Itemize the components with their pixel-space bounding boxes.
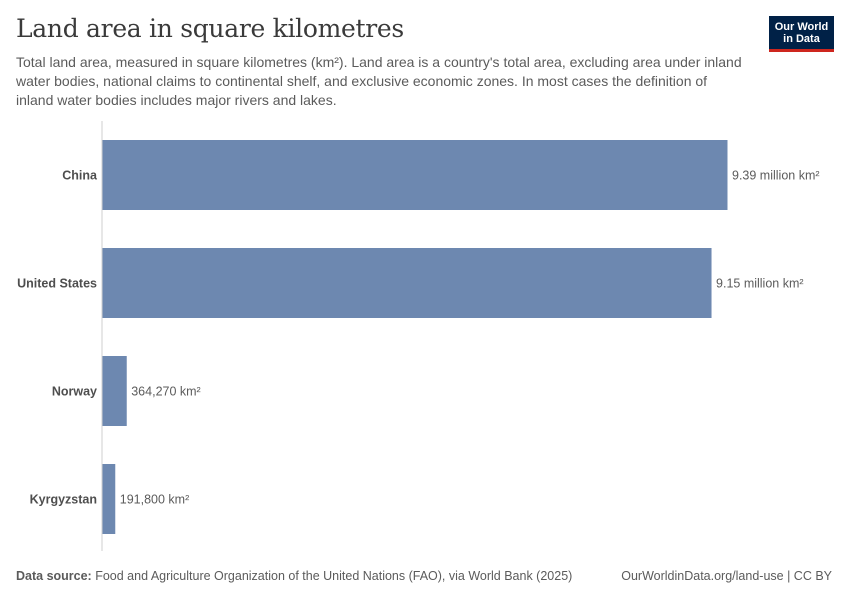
category-label: China <box>62 169 98 183</box>
value-label: 9.39 million km² <box>732 169 820 183</box>
value-label: 191,800 km² <box>120 493 189 507</box>
owid-logo[interactable]: Our World in Data <box>769 16 834 52</box>
category-label: Kyrgyzstan <box>30 493 97 507</box>
value-label: 364,270 km² <box>131 385 200 399</box>
data-source-label: Data source: <box>16 569 92 583</box>
source-url[interactable]: OurWorldinData.org/land-use | CC BY <box>621 569 832 583</box>
bar-kyrgyzstan[interactable] <box>102 464 116 534</box>
category-label: Norway <box>52 385 97 399</box>
bar-united-states[interactable] <box>102 248 712 318</box>
data-source-text[interactable]: Food and Agriculture Organization of the… <box>95 569 573 583</box>
data-source: Data source: Food and Agriculture Organi… <box>16 569 572 583</box>
logo-line-1: Our World <box>774 20 829 33</box>
chart-title: Land area in square kilometres <box>16 14 404 43</box>
chart-subtitle: Total land area, measured in square kilo… <box>16 54 742 108</box>
bar-norway[interactable] <box>102 356 127 426</box>
logo-line-2: in Data <box>783 32 820 45</box>
value-label: 9.15 million km² <box>716 277 804 291</box>
category-label: United States <box>17 277 97 291</box>
bar-china[interactable] <box>102 140 728 210</box>
